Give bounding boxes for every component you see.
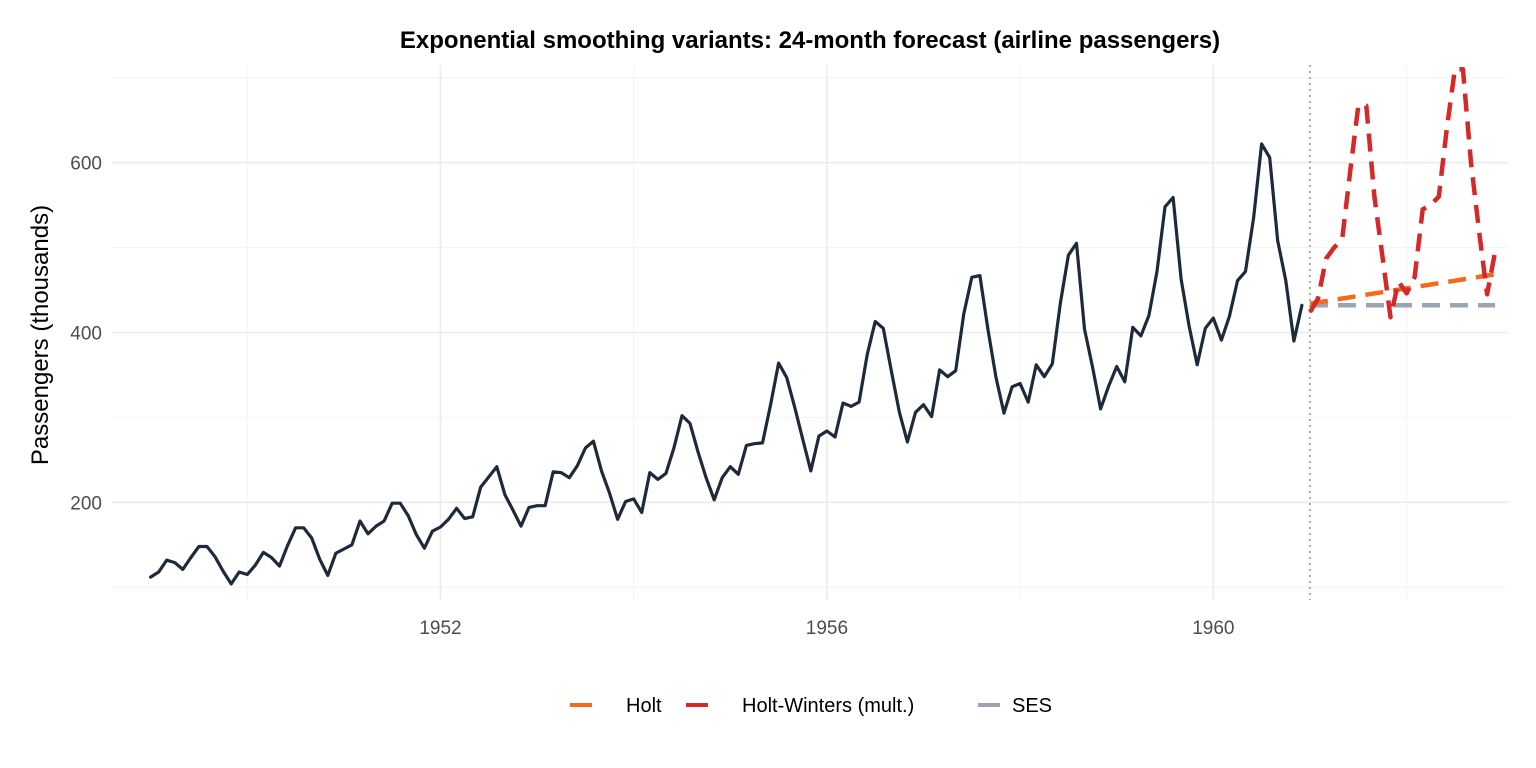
y-tick-label: 400 [70, 324, 102, 345]
grid-layer [112, 65, 1508, 600]
tick-layer: 1952 1956 1960 200 400 600 [70, 154, 1234, 639]
series-layer [149, 66, 1498, 586]
x-tick-label: 1952 [419, 618, 461, 639]
series-line-observed [149, 142, 1304, 586]
legend-label-ses: SES [1012, 695, 1052, 717]
chart-title: Exponential smoothing variants: 24-month… [400, 27, 1220, 54]
legend-label-holt: Holt [626, 695, 662, 717]
legend: Holt Holt-Winters (mult.) SES [570, 695, 1052, 717]
x-tick-label: 1956 [806, 618, 848, 639]
y-tick-label: 200 [70, 493, 102, 514]
series-line-holt-winters [1308, 66, 1498, 320]
x-tick-label: 1960 [1192, 618, 1234, 639]
y-axis-label: Passengers (thousands) [27, 205, 54, 465]
legend-label-holt-winters: Holt-Winters (mult.) [742, 695, 914, 717]
y-tick-label: 600 [70, 154, 102, 175]
